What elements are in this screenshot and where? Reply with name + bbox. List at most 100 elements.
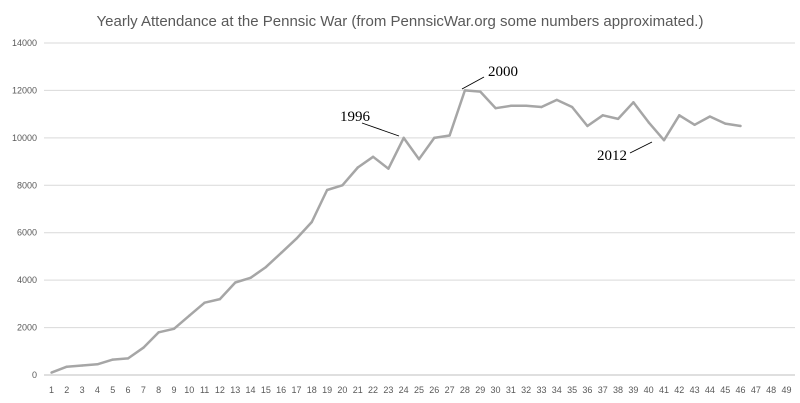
x-tick-label: 37 [598,385,608,395]
data-point [295,237,298,240]
x-tick-label: 42 [674,385,684,395]
data-point [65,365,69,368]
x-tick-label: 48 [766,385,776,395]
x-tick-label: 12 [215,385,225,395]
data-point [80,364,84,367]
data-point [509,104,513,108]
data-point [555,98,559,102]
x-tick-label: 44 [705,385,715,395]
x-tick-label: 17 [291,385,301,395]
data-point [126,357,130,360]
data-point [249,276,252,279]
x-tick-label: 13 [230,385,240,395]
data-point [203,301,206,304]
x-tick-label: 43 [690,385,700,395]
x-tick-label: 35 [567,385,577,395]
x-tick-label: 15 [261,385,271,395]
x-tick-label: 36 [582,385,592,395]
annotation-pointer [461,76,485,90]
x-tick-label: 31 [506,385,516,395]
data-point [387,167,390,170]
x-tick-label: 5 [110,385,115,395]
chart-title: Yearly Attendance at the Pennsic War (fr… [97,13,704,30]
x-tick-label: 3 [80,385,85,395]
data-point [341,184,344,187]
data-point [157,331,160,334]
y-tick-label: 0 [32,370,37,380]
x-tick-label: 23 [383,385,393,395]
data-point [616,117,620,121]
y-tick-labels: 0 2000 4000 6000 8000 10000 12000 14000 [12,38,37,380]
data-point [402,136,405,140]
data-point [111,358,114,361]
x-tick-label: 6 [126,385,131,395]
data-point [310,220,314,224]
x-tick-label: 40 [644,385,654,395]
x-tick-label: 10 [184,385,194,395]
annotation-label: 1996 [340,109,371,125]
x-tick-label: 14 [246,385,256,395]
x-tick-label: 24 [399,385,409,395]
x-tick-label: 8 [156,385,161,395]
x-tick-label: 2 [64,385,69,395]
x-tick-label: 21 [353,385,363,395]
x-tick-label: 19 [322,385,332,395]
data-point [647,121,650,124]
x-tick-label: 11 [200,385,209,395]
annotation-pointer [361,122,400,137]
annotation-label: 2000 [488,64,518,80]
data-point [632,101,635,104]
data-point [570,105,574,109]
data-point [678,114,681,117]
x-tick-label: 46 [736,385,746,395]
data-point [188,314,191,317]
x-tick-label: 47 [751,385,761,395]
data-point [279,251,283,255]
data-point [371,155,375,159]
data-point [325,188,329,192]
x-tick-label: 4 [95,385,100,395]
data-point [693,123,696,127]
data-point [264,265,268,269]
annotations: 1996 2000 2012 [340,64,653,164]
x-tick-label: 32 [521,385,531,395]
data-point [739,124,742,128]
x-tick-label: 39 [628,385,638,395]
x-tick-label: 49 [781,385,791,395]
x-tick-label: 9 [171,385,176,395]
x-tick-label: 18 [307,385,317,395]
data-point [708,115,712,118]
data-point [96,363,99,366]
y-tick-label: 10000 [12,133,37,143]
data-point [662,139,666,142]
data-point [172,327,176,330]
x-tick-label: 22 [368,385,378,395]
annotation-label: 2012 [597,148,627,164]
data-point [433,136,436,140]
x-tick-labels: 1 2 3 4 5 6 7 8 9 10 11 12 13 14 15 16 17 18 19 20 21 22 23 24 2… [49,385,792,395]
x-tick-label: 1 [49,385,54,395]
data-point [586,124,589,128]
y-tick-label: 8000 [17,180,37,190]
x-tick-label: 7 [141,385,146,395]
data-point [356,166,359,169]
data-point [463,89,467,92]
x-tick-label: 33 [536,385,546,395]
x-tick-label: 41 [659,385,669,395]
data-point [494,107,497,110]
x-tick-label: 27 [445,385,455,395]
y-tick-label: 2000 [17,323,37,333]
y-tick-label: 12000 [12,85,37,95]
x-tick-label: 28 [460,385,470,395]
data-point [724,122,727,125]
data-point [479,90,482,93]
x-tick-label: 26 [429,385,439,395]
series-layer [50,89,742,374]
data-point [218,297,222,301]
x-tick-label: 20 [337,385,347,395]
x-tick-label: 45 [720,385,730,395]
gridlines [44,42,795,376]
data-point [540,105,543,109]
data-point [448,134,451,137]
y-tick-label: 4000 [17,275,37,285]
